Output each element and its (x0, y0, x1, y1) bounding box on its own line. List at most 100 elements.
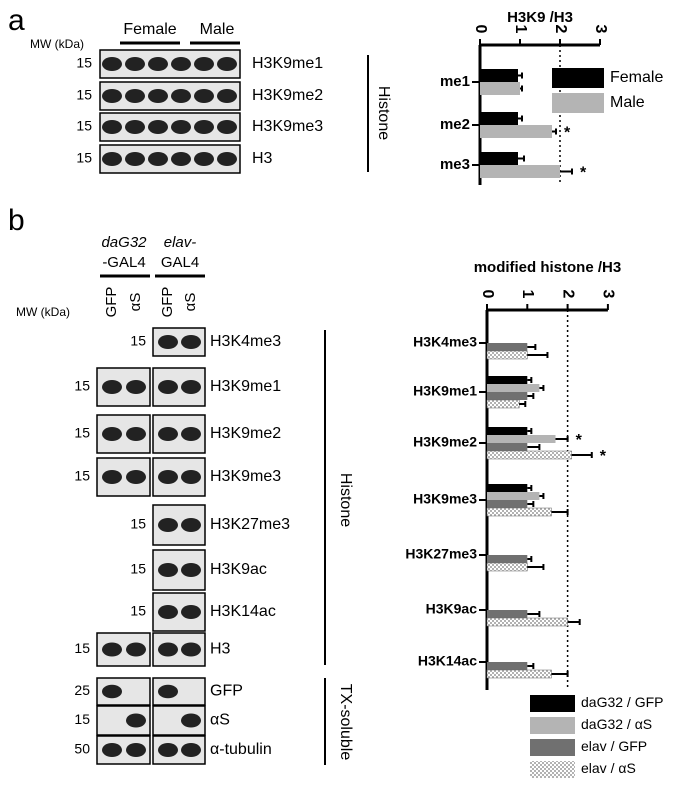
blot-band (181, 642, 201, 657)
bar (487, 662, 528, 670)
blot-band (158, 642, 178, 657)
legend-label: elav / GFP (581, 738, 647, 754)
y-tick-label: H3K27me3 (405, 546, 477, 562)
legend-swatch (530, 761, 575, 778)
blot-band (181, 380, 201, 394)
blot-band (102, 380, 122, 394)
group-label: Female (123, 21, 176, 38)
mw-label: 15 (74, 425, 90, 441)
blot-band (102, 152, 122, 166)
blot-band (158, 563, 178, 577)
x-tick-label: 3 (600, 290, 617, 299)
legend-swatch (530, 717, 575, 734)
legend-label: Male (610, 94, 645, 111)
blot-band (181, 563, 201, 577)
bar (487, 500, 528, 508)
bar (486, 450, 572, 460)
mw-label: 15 (130, 333, 146, 349)
blot-label: αS (210, 712, 230, 729)
blot-band (158, 684, 178, 699)
x-tick-label: 2 (552, 25, 569, 34)
blot (99, 81, 241, 111)
y-tick-label: H3K9ac (426, 601, 478, 617)
y-tick-label: me2 (440, 116, 470, 133)
blot-band (217, 120, 237, 134)
driver-suffix: GAL4 (161, 254, 199, 271)
blot-band (148, 57, 168, 71)
blot-band (102, 89, 122, 103)
blot-label: H3K9me3 (252, 118, 323, 135)
x-tick-label: 0 (479, 290, 496, 299)
x-tick-label: 1 (512, 25, 529, 34)
lane-label: GFP (159, 287, 176, 318)
blot-band (194, 120, 214, 134)
blot-band (102, 642, 122, 657)
mw-label: 15 (74, 378, 90, 394)
bracket-label: Histone (375, 86, 392, 140)
blot-band (171, 120, 191, 134)
blot-band (194, 57, 214, 71)
y-tick-label: H3K14ac (418, 653, 477, 669)
blot-band (102, 57, 122, 71)
blot-band (171, 89, 191, 103)
bar (480, 165, 560, 178)
blot-label: H3K4me3 (210, 333, 281, 350)
blot-band (194, 152, 214, 166)
bar (487, 343, 528, 351)
blot-label: H3K9me2 (210, 425, 281, 442)
blot-band (181, 713, 201, 728)
bar (487, 610, 528, 618)
mw-label: 15 (74, 468, 90, 484)
blot-band (158, 743, 178, 757)
bar (487, 392, 528, 400)
blot (99, 49, 241, 79)
bar (487, 384, 540, 392)
legend-label: elav / αS (581, 760, 636, 776)
blot-label: H3K9ac (210, 561, 267, 578)
y-tick-label: H3K4me3 (413, 334, 477, 350)
legend-label: daG32 / αS (581, 716, 652, 732)
x-tick-label: 2 (559, 290, 576, 299)
blot (99, 144, 241, 174)
blot-band (148, 89, 168, 103)
legend-label: daG32 / GFP (581, 694, 663, 710)
blot-band (181, 470, 201, 484)
y-tick-label: H3K9me1 (413, 383, 477, 399)
bar (487, 492, 540, 500)
mw-label: 15 (130, 561, 146, 577)
bar (487, 484, 528, 492)
bar (487, 435, 556, 443)
bar (486, 350, 528, 360)
blot-label: H3K9me3 (210, 468, 281, 485)
bar (480, 125, 552, 138)
blot-band (126, 743, 146, 757)
blot-band (126, 380, 146, 394)
significance-mark: * (600, 448, 607, 465)
bar (486, 507, 552, 517)
blot-band (102, 470, 122, 484)
bar (487, 427, 528, 435)
bar (486, 399, 520, 409)
chart-title: modified histone /H3 (474, 259, 622, 276)
y-tick-label: H3K9me3 (413, 491, 477, 507)
bar (480, 152, 518, 165)
blot-label: H3K9me2 (252, 87, 323, 104)
blot-band (102, 427, 122, 441)
legend-swatch (552, 68, 604, 88)
blot-band (158, 335, 178, 349)
blot-band (217, 152, 237, 166)
blot-label: α-tubulin (210, 741, 272, 758)
mw-header: MW (kDa) (30, 37, 84, 51)
bar (486, 617, 568, 627)
bar (480, 82, 520, 95)
legend-label: Female (610, 69, 663, 86)
driver-name: elav- (164, 234, 197, 251)
y-tick-label: me3 (440, 156, 470, 173)
lane-label: αS (182, 293, 199, 312)
blot-band (126, 427, 146, 441)
blot-label: H3K9me1 (210, 378, 281, 395)
bar (480, 112, 518, 125)
driver-name: daG32 (101, 234, 147, 251)
significance-mark: * (564, 125, 571, 142)
